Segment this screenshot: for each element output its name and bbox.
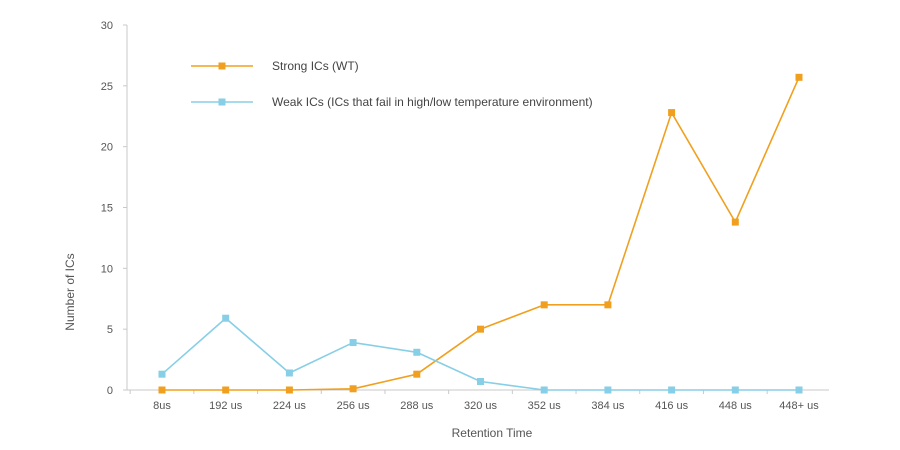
x-tick-label: 224 us bbox=[273, 400, 307, 412]
data-point bbox=[349, 385, 357, 393]
x-tick-label: 448+ us bbox=[779, 400, 819, 412]
x-tick-label: 352 us bbox=[528, 400, 562, 412]
x-tick-label: 416 us bbox=[655, 400, 689, 412]
y-tick-label: 15 bbox=[101, 203, 113, 215]
data-point bbox=[668, 109, 676, 117]
axes bbox=[126, 25, 829, 391]
x-tick-label: 384 us bbox=[591, 400, 625, 412]
data-point bbox=[158, 370, 166, 378]
series-line bbox=[161, 76, 800, 391]
legend-item: Strong ICs (WT) bbox=[191, 59, 359, 73]
legend-item: Weak ICs (ICs that fail in high/low temp… bbox=[191, 95, 593, 109]
data-point bbox=[731, 218, 739, 226]
legend-label: Weak ICs (ICs that fail in high/low temp… bbox=[272, 95, 593, 109]
data-point bbox=[604, 386, 612, 394]
legend: Strong ICs (WT) Weak ICs (ICs that fail i… bbox=[191, 59, 593, 109]
data-point bbox=[285, 386, 293, 394]
y-ticks: 0 5 10 15 20 25 30 bbox=[101, 20, 127, 397]
x-tick-label: 448 us bbox=[719, 400, 753, 412]
y-tick-label: 30 bbox=[101, 20, 113, 32]
y-tick-label: 5 bbox=[107, 324, 113, 336]
data-point bbox=[285, 369, 293, 377]
data-point bbox=[222, 386, 230, 394]
x-tick-label: 256 us bbox=[337, 400, 371, 412]
x-tick-label: 288 us bbox=[400, 400, 434, 412]
series-layer bbox=[158, 73, 803, 394]
data-point bbox=[158, 386, 166, 394]
legend-marker bbox=[218, 98, 226, 106]
data-point bbox=[731, 386, 739, 394]
y-tick-label: 10 bbox=[101, 263, 113, 275]
data-point bbox=[413, 370, 421, 378]
y-tick-label: 25 bbox=[101, 81, 113, 93]
data-point bbox=[222, 314, 230, 322]
series-2 bbox=[158, 314, 803, 394]
data-point bbox=[795, 73, 803, 81]
x-axis-title: Retention Time bbox=[452, 426, 533, 440]
data-point bbox=[349, 339, 357, 347]
legend-label: Strong ICs (WT) bbox=[272, 59, 359, 73]
y-tick-label: 0 bbox=[107, 385, 113, 397]
data-point bbox=[477, 325, 484, 333]
legend-marker bbox=[218, 62, 226, 70]
x-tick-label: 8us bbox=[153, 400, 171, 412]
y-axis-title: Number of ICs bbox=[63, 253, 77, 330]
x-tick-label: 192 us bbox=[209, 400, 243, 412]
x-tick-label: 320 us bbox=[464, 400, 498, 412]
data-point bbox=[604, 301, 612, 309]
data-point bbox=[540, 386, 548, 394]
data-point bbox=[795, 386, 803, 394]
y-tick-label: 20 bbox=[101, 142, 113, 154]
data-point bbox=[668, 386, 676, 394]
data-point bbox=[413, 348, 421, 356]
data-point bbox=[540, 301, 548, 309]
series-1 bbox=[158, 73, 803, 394]
x-ticks: 8us 192 us 224 us 256 us 288 us 320 us 352 us 3… bbox=[129, 390, 819, 412]
data-point bbox=[477, 377, 484, 385]
